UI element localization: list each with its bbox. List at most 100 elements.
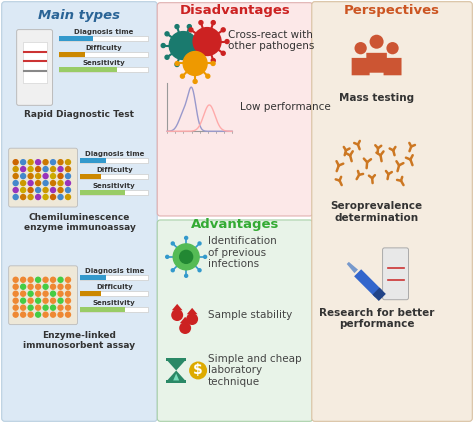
Circle shape (51, 291, 55, 296)
Circle shape (187, 25, 191, 29)
Bar (81, 307, 148, 312)
FancyBboxPatch shape (312, 2, 472, 421)
Text: Low performance: Low performance (240, 102, 331, 113)
Bar (81, 275, 148, 280)
Circle shape (65, 181, 71, 186)
Ellipse shape (186, 313, 198, 325)
Circle shape (21, 167, 26, 172)
Circle shape (13, 277, 18, 282)
Circle shape (36, 305, 41, 310)
Text: Cross-react with
other pathogens: Cross-react with other pathogens (228, 30, 314, 51)
Ellipse shape (171, 309, 183, 321)
Circle shape (65, 284, 71, 289)
Polygon shape (172, 304, 182, 310)
Circle shape (211, 58, 215, 63)
Bar (58, 36, 148, 41)
Circle shape (189, 51, 193, 55)
Circle shape (65, 277, 71, 282)
Bar (81, 291, 101, 296)
Circle shape (51, 284, 55, 289)
Text: Mass testing: Mass testing (339, 93, 414, 103)
Circle shape (28, 181, 33, 186)
Circle shape (43, 181, 48, 186)
Circle shape (21, 291, 26, 296)
Circle shape (65, 291, 71, 296)
Circle shape (21, 298, 26, 303)
Text: Diagnosis time: Diagnosis time (73, 29, 133, 35)
Circle shape (181, 74, 184, 78)
Circle shape (43, 277, 48, 282)
Text: Disadvantages: Disadvantages (180, 4, 291, 16)
Circle shape (58, 312, 63, 317)
Circle shape (36, 159, 41, 165)
Circle shape (36, 187, 41, 192)
Circle shape (204, 255, 207, 258)
Circle shape (13, 305, 18, 310)
Text: Chemiluminescence
enzyme immunoassay: Chemiluminescence enzyme immunoassay (24, 213, 136, 232)
Circle shape (58, 277, 63, 282)
Circle shape (175, 61, 179, 66)
Circle shape (173, 244, 199, 270)
Bar (58, 52, 85, 57)
Circle shape (28, 277, 33, 282)
Circle shape (193, 27, 221, 55)
Circle shape (206, 49, 210, 53)
Circle shape (13, 187, 18, 192)
Bar (58, 68, 117, 72)
Circle shape (221, 51, 225, 55)
Circle shape (21, 284, 26, 289)
Text: Simple and cheap
laboratory
technique: Simple and cheap laboratory technique (208, 354, 302, 387)
Circle shape (171, 242, 174, 245)
Bar (81, 275, 106, 280)
Circle shape (189, 362, 207, 379)
Text: Sensitivity: Sensitivity (93, 299, 136, 306)
Text: Main types: Main types (38, 8, 120, 22)
Circle shape (28, 305, 33, 310)
Circle shape (199, 21, 203, 25)
Circle shape (13, 291, 18, 296)
Circle shape (171, 269, 174, 272)
Circle shape (43, 291, 48, 296)
Circle shape (225, 40, 229, 44)
Circle shape (13, 173, 18, 179)
Circle shape (386, 42, 399, 54)
Circle shape (58, 187, 63, 192)
Circle shape (36, 277, 41, 282)
Circle shape (28, 173, 33, 179)
Bar (166, 380, 186, 383)
Circle shape (175, 38, 191, 53)
Circle shape (13, 159, 18, 165)
Bar (166, 357, 186, 360)
Circle shape (65, 187, 71, 192)
Circle shape (51, 305, 55, 310)
Circle shape (199, 58, 203, 63)
Bar (81, 291, 148, 296)
Circle shape (187, 63, 191, 66)
Circle shape (43, 187, 48, 192)
Polygon shape (373, 288, 386, 301)
Circle shape (189, 28, 193, 32)
FancyBboxPatch shape (157, 3, 313, 216)
FancyBboxPatch shape (2, 2, 157, 421)
Circle shape (175, 63, 179, 66)
Circle shape (65, 173, 71, 179)
Bar (81, 307, 125, 312)
Text: Diagnosis time: Diagnosis time (85, 151, 144, 157)
Circle shape (185, 40, 189, 44)
Circle shape (28, 291, 33, 296)
Text: Difficulty: Difficulty (85, 44, 122, 50)
Circle shape (21, 159, 26, 165)
Circle shape (28, 167, 33, 172)
Circle shape (13, 312, 18, 317)
Circle shape (370, 35, 383, 49)
Circle shape (43, 195, 48, 200)
Circle shape (21, 277, 26, 282)
FancyBboxPatch shape (9, 266, 77, 324)
Text: Sample stability: Sample stability (208, 310, 292, 320)
FancyBboxPatch shape (17, 30, 53, 105)
Circle shape (28, 298, 33, 303)
Circle shape (43, 159, 48, 165)
Circle shape (58, 167, 63, 172)
Circle shape (43, 298, 48, 303)
Text: Difficulty: Difficulty (96, 284, 133, 290)
